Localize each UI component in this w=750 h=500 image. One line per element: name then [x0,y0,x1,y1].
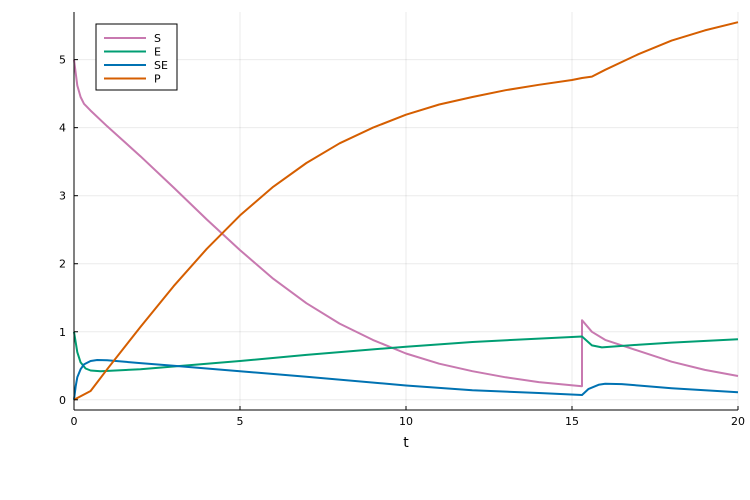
y-tick-label: 5 [59,54,66,67]
legend-label-e: E [154,46,161,59]
y-tick-label: 3 [59,190,66,203]
grid [73,12,739,410]
legend-label-se: SE [154,59,168,72]
y-tick-label: 1 [59,326,66,339]
x-tick-label: 5 [237,415,244,428]
x-tick-label: 15 [565,415,579,428]
y-tick-label: 0 [59,394,66,407]
legend-box [95,23,178,91]
legend-label-p: P [154,73,161,86]
series-line-se [73,359,739,400]
ticks: 0 5 10 15 20 0 1 2 3 4 5 [59,54,745,428]
x-tick-label: 0 [71,415,78,428]
series-line-s [73,59,739,388]
y-tick-label: 4 [59,122,66,135]
series-layer [73,21,739,401]
legend-label-s: S [154,32,161,45]
x-tick-label: 20 [731,415,745,428]
series-line-p [73,21,739,401]
series-line-e [73,331,739,373]
x-tick-label: 10 [399,415,413,428]
x-axis-label: t [403,435,409,451]
y-tick-label: 2 [59,258,66,271]
